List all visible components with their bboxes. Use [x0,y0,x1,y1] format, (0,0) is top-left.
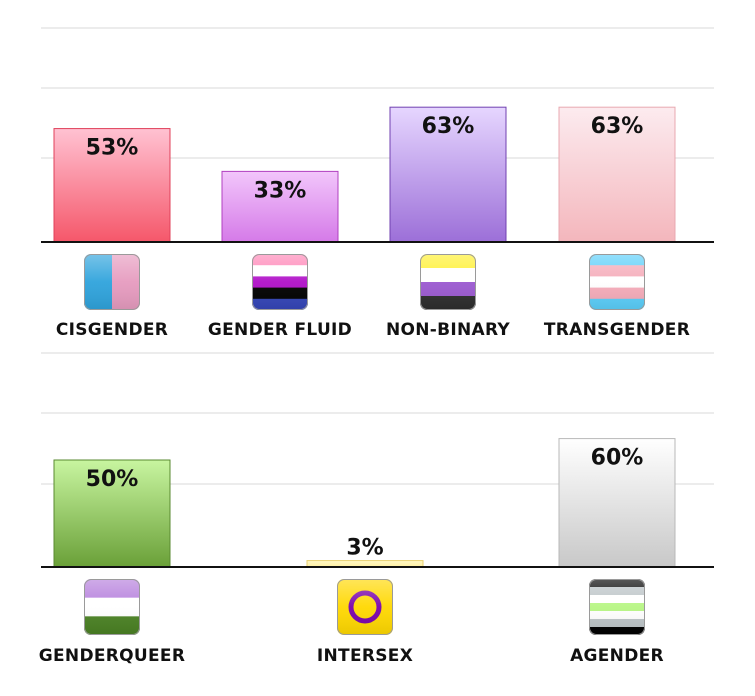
chart-panel-2: 50% GENDERQUEER 3% INTERSEX 60% AGENDER [39,352,714,666]
bar-transgender [558,106,676,243]
agender-flag-icon [589,579,645,635]
category-label-gender-fluid: GENDER FLUID [208,320,352,340]
gender-fluid-flag-icon [252,254,308,310]
bar-agender [558,438,676,568]
intersex-flag-icon [337,579,393,635]
cisgender-flag-icon [84,254,140,310]
bar-cisgender [53,128,171,243]
data-label-genderqueer: 50% [86,467,139,492]
data-label-agender: 60% [591,446,644,471]
chart-panel-1: 53% CISGENDER 33% GENDER FLUID 63% NON-BINARY… [41,27,714,340]
data-label-gender-fluid: 33% [254,178,307,203]
non-binary-flag-icon [420,254,476,310]
transgender-flag-icon [589,254,645,310]
category-label-transgender: TRANSGENDER [544,320,690,340]
category-label-cisgender: CISGENDER [56,320,168,340]
bar-genderqueer [53,459,171,568]
bar-gender-fluid [221,170,339,243]
genderqueer-flag-icon [84,579,140,635]
data-label-intersex: 3% [346,536,383,561]
category-label-agender: AGENDER [570,646,664,666]
data-label-non-binary: 63% [422,114,475,139]
category-label-intersex: INTERSEX [317,646,413,666]
category-label-genderqueer: GENDERQUEER [39,646,185,666]
category-label-non-binary: NON-BINARY [386,320,510,340]
data-label-transgender: 63% [591,114,644,139]
data-label-cisgender: 53% [86,136,139,161]
